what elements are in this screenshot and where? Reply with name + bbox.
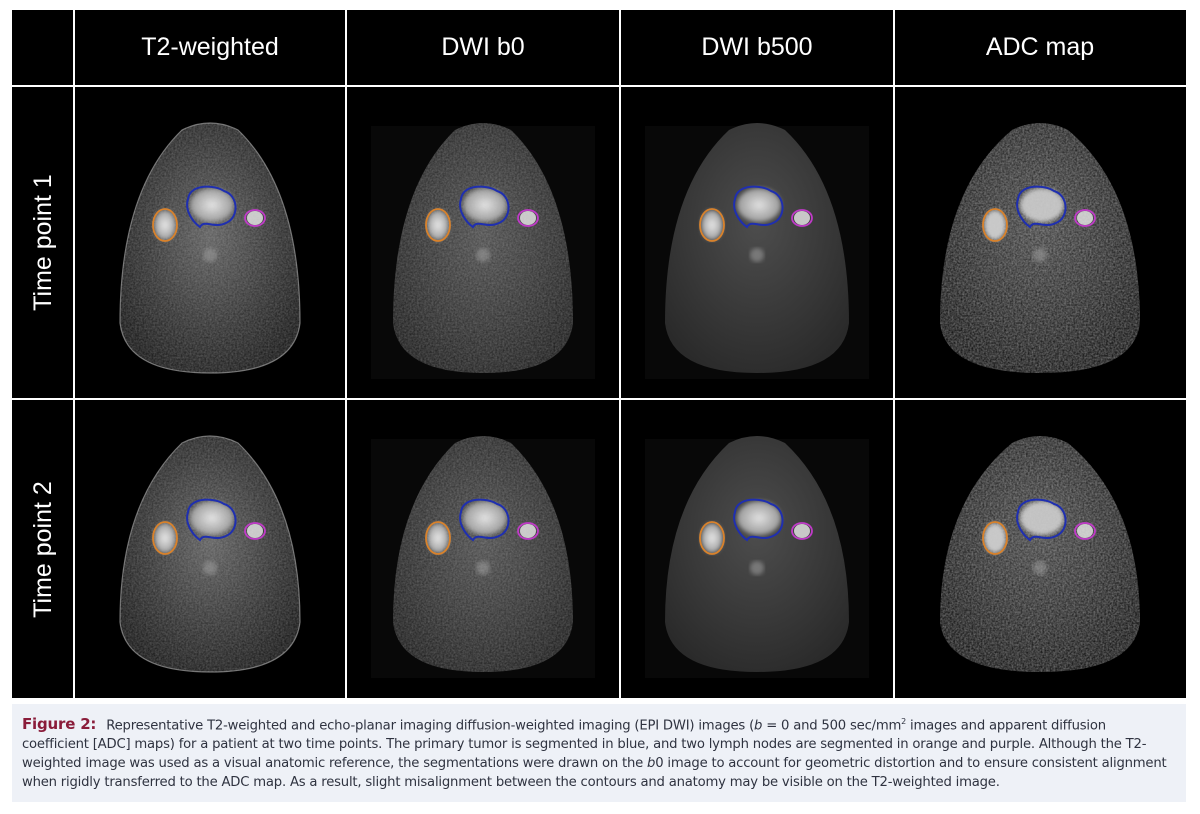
figure-panel: T2-weighted DWI b0 DWI b500 ADC map Time… [12, 10, 1186, 698]
lymph-node-orange-contour [699, 208, 725, 242]
column-header-adc: ADC map [985, 32, 1095, 61]
lymph-node-purple-contour [1074, 522, 1096, 540]
caption-b0-symbol: b [647, 756, 656, 772]
mri-panel-t2-tp2 [119, 435, 301, 673]
image-grid [12, 10, 1186, 698]
lymph-node-purple-contour [1074, 209, 1096, 227]
lymph-node-orange-contour [425, 521, 451, 555]
row-label-time-point-1: Time point 1 [28, 173, 57, 311]
lymph-node-purple-contour [791, 522, 813, 540]
lymph-node-orange-contour [982, 208, 1008, 242]
lymph-node-purple-contour [244, 209, 266, 227]
caption-b-symbol: b [754, 718, 763, 734]
mri-panel-adc-tp2 [940, 436, 1140, 672]
caption-text-4: 0 image to account for geometric distort… [22, 756, 1167, 791]
mri-panel-b0-tp2 [371, 436, 595, 678]
column-header-dwi-b0: DWI b0 [441, 32, 525, 61]
lymph-node-purple-contour [244, 522, 266, 540]
mri-panel-b500-tp2 [645, 436, 869, 678]
column-header-dwi-b500: DWI b500 [701, 32, 813, 61]
caption-superscript: 2 [901, 717, 907, 726]
figure-caption: Figure 2: Representative T2-weighted and … [12, 704, 1186, 802]
primary-tumor-contour [733, 498, 784, 542]
mri-panel-t2-tp1 [119, 122, 301, 374]
primary-tumor-contour [459, 185, 510, 229]
caption-text-3: images and apparent diffusion coefficien… [22, 718, 1147, 772]
lymph-node-orange-contour [152, 521, 178, 555]
primary-tumor-contour [459, 498, 510, 542]
row-header-time-point-1: Time point 1 [12, 86, 74, 398]
mri-panel-adc-tp1 [940, 123, 1140, 373]
row-header-time-point-2: Time point 2 [12, 400, 74, 698]
mri-panel-b500-tp1 [645, 123, 869, 379]
primary-tumor-contour [186, 185, 237, 229]
primary-tumor-contour [1016, 498, 1067, 542]
mri-panel-b0-tp1 [371, 123, 595, 379]
primary-tumor-contour [733, 185, 784, 229]
primary-tumor-contour [186, 498, 237, 542]
caption-text-1: Representative T2-weighted and echo-plan… [106, 718, 755, 734]
lymph-node-orange-contour [699, 521, 725, 555]
lymph-node-orange-contour [425, 208, 451, 242]
lymph-node-orange-contour [152, 208, 178, 242]
primary-tumor-contour [1016, 185, 1067, 229]
row-label-time-point-2: Time point 2 [28, 480, 57, 618]
caption-text-2: = 0 and 500 sec/mm [762, 718, 902, 734]
lymph-node-purple-contour [791, 209, 813, 227]
caption-label: Figure 2: [22, 715, 97, 734]
lymph-node-orange-contour [982, 521, 1008, 555]
lymph-node-purple-contour [517, 209, 539, 227]
column-header-t2: T2-weighted [141, 32, 279, 61]
lymph-node-purple-contour [517, 522, 539, 540]
